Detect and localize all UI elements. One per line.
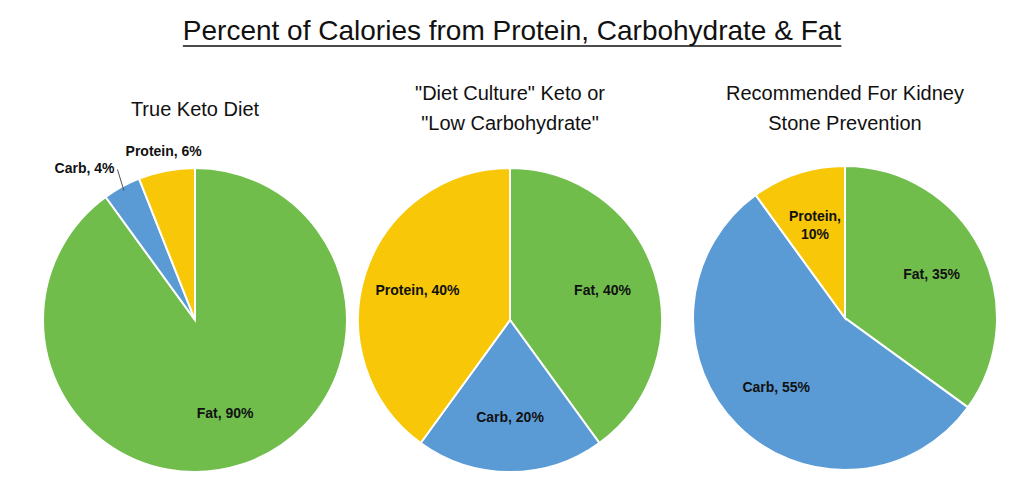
slices bbox=[43, 168, 347, 472]
pie-slice bbox=[358, 168, 510, 443]
slices bbox=[358, 168, 662, 472]
data-label: Carb, 55% bbox=[742, 379, 810, 395]
pie-chart: Fat, 35% Carb, 55% Protein,10% bbox=[693, 166, 997, 470]
pie-chart: Fat, 90% Carb, 4% Protein, 6% bbox=[43, 143, 347, 472]
data-label: Carb, 20% bbox=[476, 409, 544, 425]
data-label: Protein, 6% bbox=[126, 143, 203, 159]
data-label: Protein, 40% bbox=[375, 282, 460, 298]
pie-chart: Fat, 40% Carb, 20% Protein, 40% bbox=[358, 168, 662, 472]
title-underline bbox=[183, 45, 842, 47]
data-label: Carb, 4% bbox=[55, 160, 115, 176]
data-label: Protein,10% bbox=[789, 208, 841, 242]
pie-slice bbox=[139, 168, 195, 320]
pie-slice bbox=[756, 166, 845, 318]
chart-title: "Diet Culture" Keto or"Low Carbohydrate" bbox=[415, 82, 605, 134]
data-label: Fat, 90% bbox=[197, 405, 254, 421]
chart-title: True Keto Diet bbox=[131, 98, 260, 120]
chart-canvas: Percent of Calories from Protein, Carboh… bbox=[0, 0, 1024, 500]
data-label: Fat, 35% bbox=[903, 266, 960, 282]
slices bbox=[693, 166, 997, 470]
leader-line bbox=[117, 169, 124, 190]
chart-title: Recommended For KidneyStone Prevention bbox=[726, 82, 964, 134]
pie-slice bbox=[43, 168, 347, 472]
data-label: Fat, 40% bbox=[574, 282, 631, 298]
main-title: Percent of Calories from Protein, Carboh… bbox=[183, 15, 842, 46]
